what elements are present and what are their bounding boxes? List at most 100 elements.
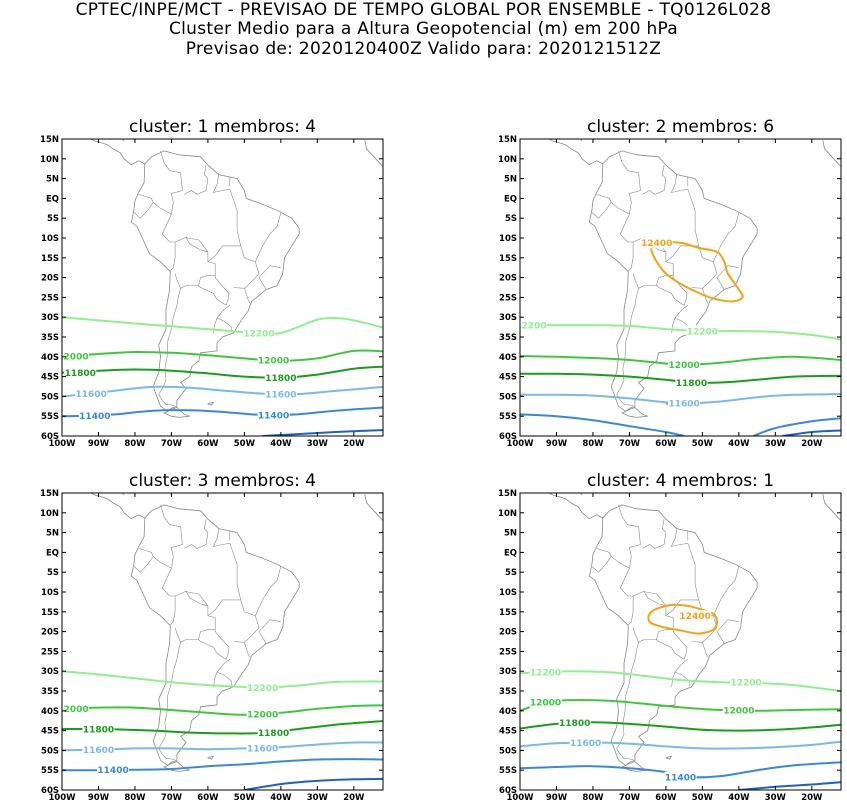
contour-line <box>647 603 719 635</box>
coastline-tierra-del-fuego <box>621 407 648 418</box>
contour-label: 12000 <box>723 707 754 717</box>
lon-label: 70W <box>619 439 641 449</box>
lat-label: 45S <box>41 373 59 383</box>
lon-label: 70W <box>161 793 183 803</box>
lon-label: 100W <box>506 793 534 803</box>
lon-label: 50W <box>234 439 256 449</box>
contour-line <box>650 241 744 303</box>
lat-label: 15N <box>40 135 59 145</box>
map-area: 12200 12000 12000 11800 11800 11600 11600 11400… <box>62 139 383 436</box>
contour-label: 12200 <box>243 330 274 340</box>
lon-label: 40W <box>728 439 750 449</box>
country-border <box>255 566 282 616</box>
contour-label: 11400 <box>665 774 696 784</box>
lat-label: 20S <box>41 274 59 284</box>
lat-label: 40S <box>499 707 517 717</box>
coastline-tierra-del-fuego <box>163 407 190 418</box>
lat-label: 15S <box>499 608 517 618</box>
lon-label: 40W <box>728 793 750 803</box>
contour-line <box>520 324 841 341</box>
map-frame <box>61 138 384 437</box>
country-border <box>160 504 183 569</box>
lat-label: EQ <box>46 194 59 204</box>
contour-label-bg <box>529 666 562 678</box>
lat-label: 60S <box>499 786 517 796</box>
country-border <box>174 236 216 289</box>
contour-label: 12000 <box>57 705 88 715</box>
country-border <box>674 659 688 673</box>
contour-label: 11800 <box>258 729 289 739</box>
lon-label: 80W <box>124 793 146 803</box>
coastline-caribbean <box>571 493 583 496</box>
lat-label: 20S <box>41 628 59 638</box>
country-border <box>656 629 688 660</box>
contour-label: 12200 <box>530 668 561 678</box>
lat-label: 5N <box>504 175 517 185</box>
contour-label-bg <box>257 727 290 739</box>
country-border <box>656 275 688 306</box>
map-panel-1: cluster: 1 membros: 4 12200 12000 12000 1180… <box>40 117 384 449</box>
contour-label-bg <box>62 703 89 715</box>
lat-label: 50S <box>41 392 59 402</box>
contour-label: 12000 <box>258 357 289 367</box>
lat-label: 55S <box>499 412 517 422</box>
contour-label-bg <box>97 764 130 776</box>
country-border <box>133 194 154 219</box>
country-border <box>133 548 154 573</box>
coastline-caribbean <box>113 493 125 496</box>
contour-line <box>62 349 383 362</box>
country-border <box>611 556 634 626</box>
lon-label: 20W <box>801 793 823 803</box>
country-border <box>632 590 674 643</box>
lat-label: 15S <box>499 254 517 264</box>
country-border <box>229 189 260 274</box>
lat-label: 45S <box>41 727 59 737</box>
coastline-islands <box>664 755 673 760</box>
lon-label: 70W <box>619 793 641 803</box>
contour-label: 12000 <box>247 710 278 720</box>
contour-label-bg <box>62 350 89 362</box>
lat-label: 5S <box>47 214 59 224</box>
contour-label-bg <box>264 388 297 400</box>
country-border <box>213 671 218 688</box>
contour-label: 11800 <box>65 369 96 379</box>
lat-label: 25S <box>499 647 517 657</box>
contour-label: 11800 <box>83 725 114 735</box>
contour-label-bg <box>82 723 115 735</box>
lon-label: 60W <box>655 439 677 449</box>
lat-label: 10S <box>499 234 517 244</box>
lat-label: 10N <box>40 509 59 519</box>
contour-label: 11600 <box>76 390 107 400</box>
contour-line <box>520 740 841 750</box>
country-border <box>674 671 691 687</box>
country-border <box>702 288 709 304</box>
country-border <box>716 265 739 290</box>
lon-label: 100W <box>506 439 534 449</box>
contour-line <box>62 670 383 689</box>
contour-label: 11600 <box>247 744 278 754</box>
lat-label: 40S <box>41 353 59 363</box>
lat-label: 5N <box>46 175 59 185</box>
lat-label: 10N <box>498 509 517 519</box>
lat-label: 10N <box>40 155 59 165</box>
country-border <box>591 548 612 573</box>
lat-label: 30S <box>41 313 59 323</box>
country-border <box>713 212 740 262</box>
country-border <box>198 275 230 306</box>
lat-label: 15N <box>40 489 59 499</box>
lat-label: 55S <box>41 766 59 776</box>
lat-label: EQ <box>46 548 59 558</box>
lon-label: 20W <box>801 439 823 449</box>
lat-label: 60S <box>41 786 59 796</box>
coastline-africa <box>364 494 383 525</box>
lon-label: 50W <box>234 793 256 803</box>
lat-label: 35S <box>41 687 59 697</box>
contour-label-bg <box>246 742 279 754</box>
contour-label: 11400 <box>79 412 110 422</box>
lon-label: 30W <box>765 793 787 803</box>
contour-label-bg <box>730 676 763 688</box>
country-border <box>216 305 230 319</box>
contour-line <box>753 417 841 436</box>
lat-label: 55S <box>41 412 59 422</box>
lat-label: 45S <box>499 373 517 383</box>
